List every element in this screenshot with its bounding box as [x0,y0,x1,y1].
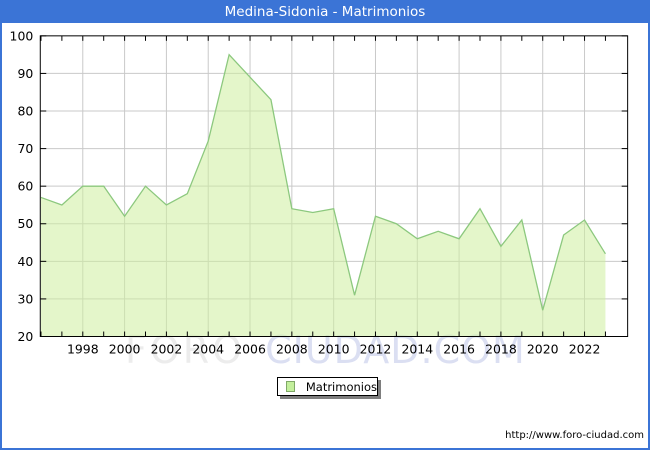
footer-url[interactable]: http://www.foro-ciudad.com [505,430,644,441]
legend-label: Matrimonios [305,379,377,394]
svg-text:2020: 2020 [527,341,559,356]
svg-text:2022: 2022 [569,341,601,356]
series-matrimonios [40,53,606,337]
svg-text:60: 60 [17,179,33,194]
y-axis-tick-labels: 20 30 40 50 60 70 80 90 100 [10,28,34,344]
svg-text:30: 30 [17,291,33,306]
svg-text:20: 20 [17,329,33,344]
svg-text:80: 80 [17,103,33,118]
svg-text:100: 100 [10,28,34,43]
x-axis-tick-labels: 1998 2000 2002 2004 2006 2008 2010 2012 2014 2016… [67,341,600,356]
svg-text:2002: 2002 [151,341,183,356]
title-bar: Medina-Sidonia - Matrimonios [2,2,648,23]
svg-text:1998: 1998 [67,341,99,356]
svg-text:2012: 2012 [360,341,392,356]
svg-text:2016: 2016 [443,341,475,356]
svg-text:2018: 2018 [485,341,517,356]
chart-title: Medina-Sidonia - Matrimonios [224,4,426,20]
svg-text:2004: 2004 [192,341,224,356]
watermark-text-2: CIUDAD.COM [265,328,526,372]
svg-text:2010: 2010 [318,341,350,356]
svg-text:2006: 2006 [234,341,266,356]
watermark-text-1: FORO [125,328,246,372]
axis-ticks [40,35,628,337]
legend: Matrimonios [277,377,378,396]
svg-text:2000: 2000 [109,341,141,356]
svg-text:90: 90 [17,66,33,81]
svg-text:40: 40 [17,254,33,269]
svg-text:2008: 2008 [276,341,308,356]
svg-text:70: 70 [17,141,33,156]
legend-swatch [286,381,295,392]
svg-text:50: 50 [17,216,33,231]
watermark: FORO CIUDAD.COM [125,331,526,369]
svg-text:2014: 2014 [401,341,433,356]
